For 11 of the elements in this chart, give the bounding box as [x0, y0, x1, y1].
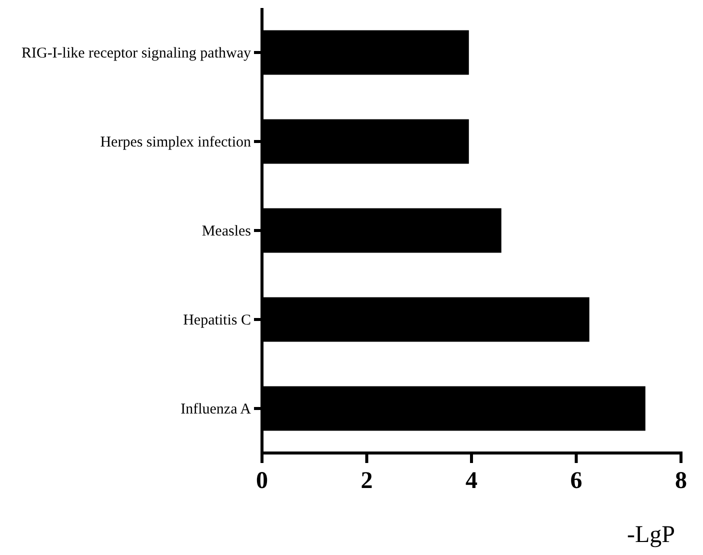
x-tick-label: 6 [570, 468, 582, 494]
y-tick-label: RIG-I-like receptor signaling pathway [21, 45, 252, 62]
y-tick-label: Herpes simplex infection [100, 134, 252, 150]
x-tick-label: 0 [256, 468, 268, 494]
x-tick-label: 4 [466, 468, 478, 494]
x-tick-label: 2 [360, 468, 373, 494]
x-tick-label: 8 [675, 468, 687, 494]
y-tick-label: Hepatitis C [183, 312, 251, 328]
y-tick-label: Measles [202, 223, 252, 240]
x-axis-title: -LgP [627, 522, 675, 548]
y-tick-label: Influenza A [180, 401, 252, 418]
